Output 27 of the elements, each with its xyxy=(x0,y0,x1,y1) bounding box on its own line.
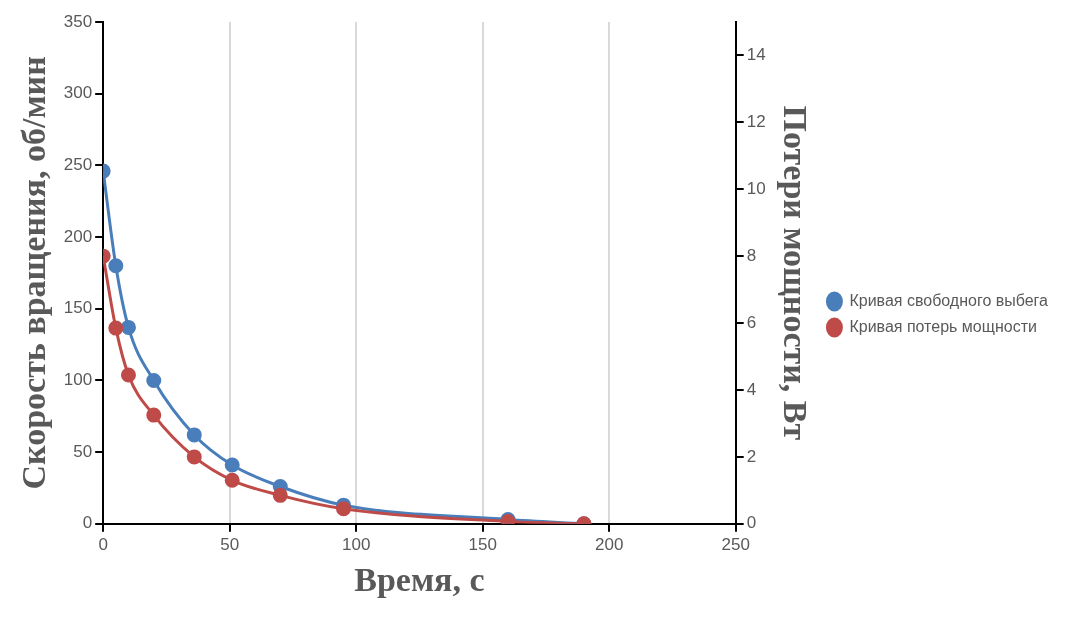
y2-axis-title: Потери мощности, Вт xyxy=(777,105,815,441)
y2-tick-label: 0 xyxy=(746,513,757,533)
y2-tick-label: 8 xyxy=(746,245,757,265)
x-tick-label: 100 xyxy=(342,534,371,554)
y-tick-label: 50 xyxy=(73,441,93,461)
y-tick-label: 200 xyxy=(63,226,93,246)
y2-tick-label: 14 xyxy=(746,45,766,65)
x-tick-label: 0 xyxy=(98,534,108,554)
y2-tick-label: 10 xyxy=(746,178,766,198)
y-tick-label: 100 xyxy=(63,370,93,390)
legend-label: Кривая потерь мощности xyxy=(849,317,1037,335)
y2-tick-label: 12 xyxy=(746,112,766,132)
y2-tick-label: 4 xyxy=(746,379,757,399)
y-tick-label: 150 xyxy=(63,298,93,318)
y-tick-label: 250 xyxy=(63,155,93,175)
legend-label: Кривая свободного выбега xyxy=(849,291,1049,309)
y-tick-label: 300 xyxy=(63,83,93,103)
y2-tick-label: 2 xyxy=(746,446,757,466)
y-tick-label: 0 xyxy=(82,513,93,533)
x-tick-label: 150 xyxy=(468,534,497,554)
x-axis-title: Время, с xyxy=(354,561,485,599)
y2-tick-label: 6 xyxy=(746,312,757,332)
y-axis-title: Скорость вращения, об/мин xyxy=(15,56,53,490)
x-tick-label: 200 xyxy=(595,534,624,554)
x-tick-label: 50 xyxy=(220,534,240,554)
x-tick-label: 250 xyxy=(721,534,750,554)
y-tick-label: 350 xyxy=(63,11,93,31)
